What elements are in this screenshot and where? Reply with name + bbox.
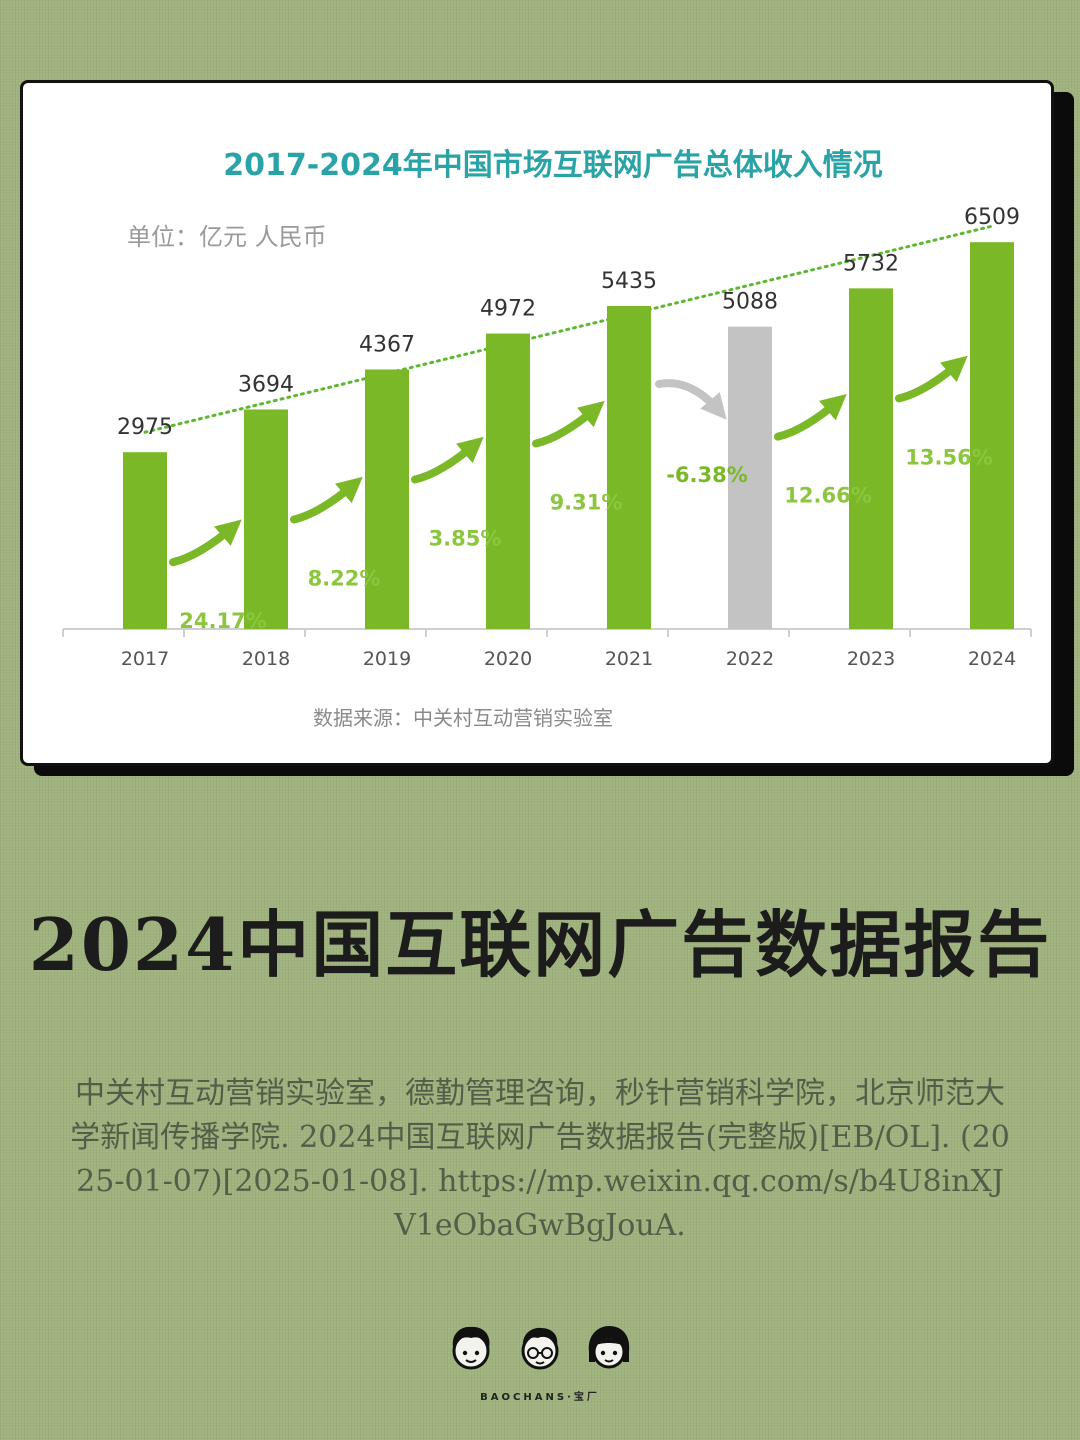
brand-logo: BAOCHANS·宝厂 <box>440 1322 640 1412</box>
value-label-2018: 3694 <box>238 372 294 397</box>
growth-arrow-2023 <box>774 393 847 441</box>
growth-label-2022: -6.38% <box>666 463 748 487</box>
bar-2019 <box>365 369 409 629</box>
x-tick-label-2024: 2024 <box>968 648 1016 670</box>
growth-label-2018: 24.17% <box>179 609 266 633</box>
bar-2021 <box>607 306 651 629</box>
citation: 中关村互动营销实验室，德勤管理咨询，秒针营销科学院，北京师范大学新闻传播学院. … <box>70 1076 1010 1243</box>
value-label-2020: 4972 <box>480 297 536 322</box>
chart-source: 数据来源：中关村互动营销实验室 <box>313 706 613 730</box>
chart-title: 2017-2024年中国市场互联网广告总体收入情况 <box>223 148 882 183</box>
bar-2022 <box>728 326 772 629</box>
revenue-chart: 2017-2024年中国市场互联网广告总体收入情况 单位：亿元 人民币 2975… <box>62 148 1032 730</box>
bar-2020 <box>486 333 530 629</box>
x-tick-label-2022: 2022 <box>726 648 774 670</box>
boy-face-icon <box>452 1326 490 1370</box>
chart-card: 2017-2024年中国市场互联网广告总体收入情况 单位：亿元 人民币 2975… <box>20 80 1054 766</box>
x-tick-label-2018: 2018 <box>242 648 290 670</box>
x-tick-label-2019: 2019 <box>363 648 411 670</box>
growth-label-2021: 9.31% <box>550 491 623 515</box>
bar-2024 <box>970 242 1014 629</box>
value-label-2021: 5435 <box>601 269 657 294</box>
growth-label-2024: 13.56% <box>905 445 992 469</box>
bar-2017 <box>123 452 167 629</box>
growth-arrow-2022 <box>655 379 727 420</box>
value-label-2023: 5732 <box>843 251 899 276</box>
bar-2023 <box>849 288 893 629</box>
girl-face-icon <box>588 1326 630 1369</box>
x-tick-label-2021: 2021 <box>605 648 653 670</box>
growth-label-2020: 3.85% <box>429 526 502 550</box>
growth-label-2019: 8.22% <box>308 566 381 590</box>
growth-label-2023: 12.66% <box>784 484 871 508</box>
value-label-2024: 6509 <box>964 205 1020 230</box>
chart-unit: 单位：亿元 人民币 <box>127 223 327 251</box>
value-label-2022: 5088 <box>722 290 778 315</box>
value-label-2019: 4367 <box>359 332 415 357</box>
x-tick-label-2017: 2017 <box>121 648 169 670</box>
x-tick-label-2023: 2023 <box>847 648 895 670</box>
value-label-2017: 2975 <box>117 415 173 440</box>
trend-line <box>143 224 994 434</box>
x-tick-label-2020: 2020 <box>484 648 532 670</box>
growth-arrow-2018 <box>169 519 242 567</box>
bar-2018 <box>244 409 288 629</box>
growth-arrow-2020 <box>411 436 484 484</box>
growth-arrow-2019 <box>290 476 363 524</box>
glasses-face-icon <box>521 1327 559 1370</box>
growth-arrow-2021 <box>532 400 605 448</box>
report-title: 2024中国互联网广告数据报告 <box>28 902 1052 987</box>
brand-text: BAOCHANS·宝厂 <box>480 1392 600 1403</box>
growth-arrow-2024 <box>895 355 968 403</box>
